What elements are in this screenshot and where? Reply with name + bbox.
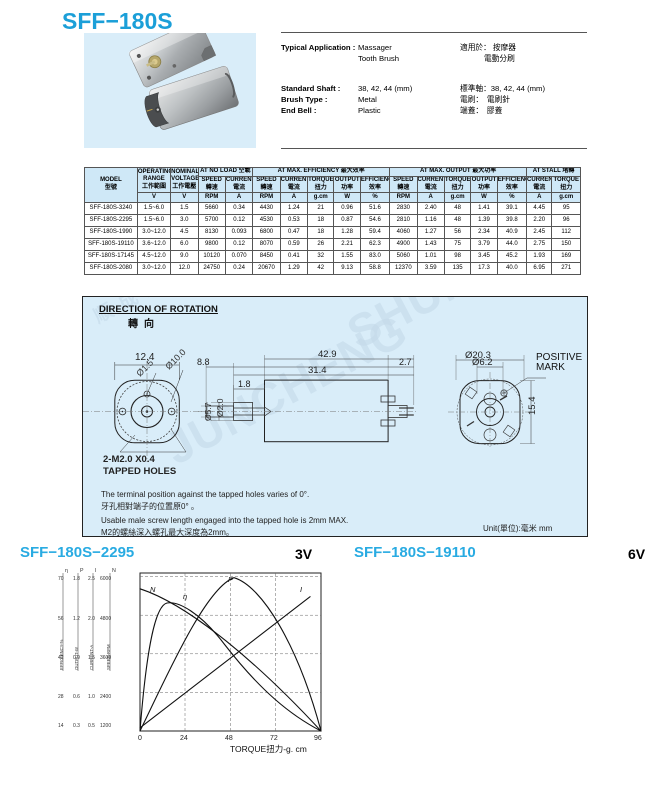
svg-text:P: P [80, 568, 84, 574]
svg-text:0.3: 0.3 [73, 723, 80, 729]
svg-text:24: 24 [180, 735, 188, 742]
svg-text:1.0: 1.0 [88, 694, 95, 700]
svg-text:P: P [228, 575, 233, 584]
svg-text:0: 0 [138, 735, 142, 742]
svg-text:2400: 2400 [100, 694, 111, 700]
svg-text:70: 70 [58, 576, 64, 582]
svg-text:η: η [183, 592, 187, 601]
svg-text:1200: 1200 [100, 723, 111, 729]
svg-text:2.0: 2.0 [88, 616, 95, 622]
svg-text:OUTPUT-W: OUTPUT-W [74, 646, 79, 670]
svg-text:I: I [95, 568, 96, 574]
svg-text:N: N [150, 585, 156, 594]
svg-text:SPEED-RPM: SPEED-RPM [106, 644, 111, 670]
svg-text:48: 48 [225, 735, 233, 742]
svg-text:1.8: 1.8 [73, 576, 80, 582]
svg-text:56: 56 [58, 616, 64, 622]
svg-text:14: 14 [58, 723, 64, 729]
svg-text:0.5: 0.5 [88, 723, 95, 729]
svg-text:4800: 4800 [100, 616, 111, 622]
svg-text:1.2: 1.2 [73, 616, 80, 622]
svg-text:0.6: 0.6 [73, 694, 80, 700]
svg-text:η: η [65, 568, 68, 574]
svg-text:2.5: 2.5 [88, 576, 95, 582]
svg-text:TORQUE扭力-g. cm: TORQUE扭力-g. cm [230, 744, 307, 754]
svg-text:CURRENT-A: CURRENT-A [89, 645, 94, 670]
svg-text:I: I [300, 585, 302, 594]
svg-text:EFFICIENCY-%: EFFICIENCY-% [59, 639, 64, 670]
svg-text:96: 96 [314, 735, 322, 742]
svg-text:72: 72 [270, 735, 278, 742]
svg-text:28: 28 [58, 694, 64, 700]
svg-text:N: N [112, 568, 116, 574]
svg-text:6000: 6000 [100, 576, 111, 582]
